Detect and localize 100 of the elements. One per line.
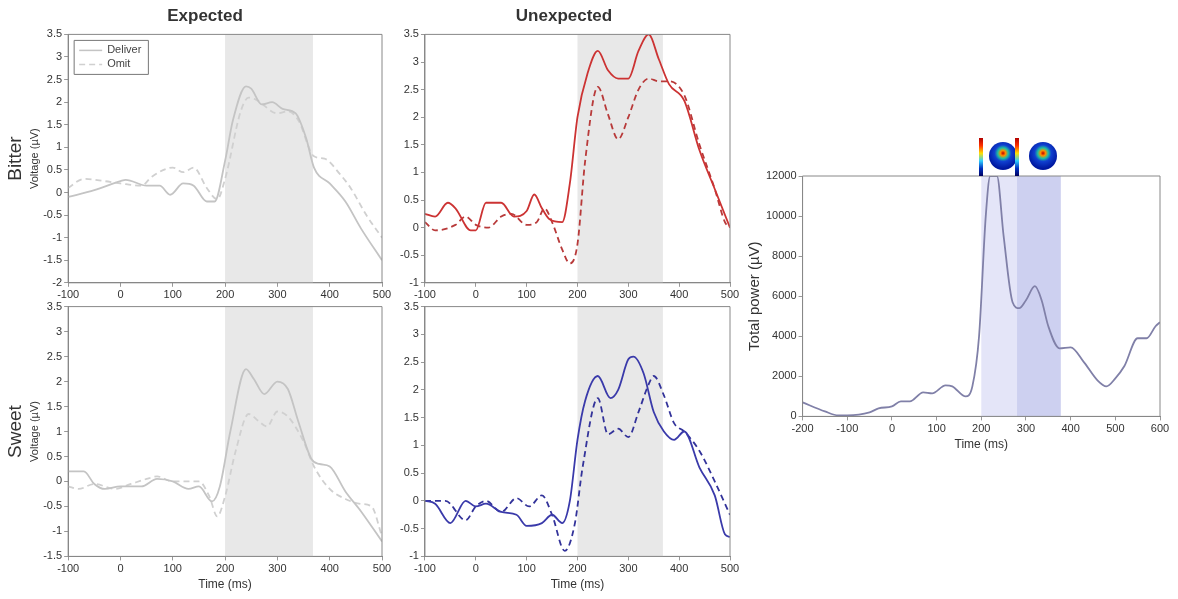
y-tick-label: 2.5	[403, 82, 419, 95]
y-tick-label: 1.5	[403, 137, 419, 150]
y-tick-label: 2.5	[46, 72, 63, 85]
x-tick-label: 100	[517, 562, 536, 575]
line-series	[68, 368, 382, 543]
y-tick-label: 3.5	[46, 299, 63, 312]
y-tick-label: 1	[56, 424, 63, 437]
x-tick-label: -100	[57, 288, 80, 301]
line-series	[424, 355, 730, 538]
y-axis-title: Voltage (µV)	[27, 128, 40, 189]
text: Sweet	[4, 404, 26, 458]
y-tick-label: -1.5	[43, 253, 63, 266]
y-tick-label: 1.5	[403, 410, 419, 423]
x-tick-label: 100	[163, 288, 182, 301]
y-tick-label: 2	[56, 374, 63, 387]
x-tick-label: 500	[372, 562, 392, 575]
y-tick-label: 1	[56, 140, 63, 153]
y-tick-label: 12000	[765, 169, 797, 182]
x-tick-label: -100	[836, 422, 859, 435]
y-tick-label: 0	[412, 493, 419, 506]
x-tick-label: 200	[568, 562, 587, 575]
x-tick-label: 200	[568, 288, 587, 301]
y-tick-label: 0	[56, 474, 63, 487]
y-tick-label: 2	[412, 110, 419, 123]
x-tick-label: 400	[320, 288, 339, 301]
x-tick-label: 0	[117, 288, 124, 301]
x-tick-label: 400	[320, 562, 339, 575]
line-series	[68, 85, 382, 262]
y-tick-label: 3.5	[46, 27, 63, 40]
chart-title: Expected	[167, 5, 243, 25]
y-tick-label: -1	[52, 524, 63, 537]
y-tick-label: 3	[56, 324, 63, 337]
x-tick-label: -200	[791, 422, 814, 435]
x-tick-label: 0	[472, 562, 479, 575]
y-tick-label: 3.5	[403, 27, 419, 40]
line-series	[802, 176, 1160, 417]
x-tick-label: 500	[1106, 422, 1125, 435]
y-tick-label: -1	[409, 549, 419, 562]
x-tick-label: 300	[619, 288, 638, 301]
x-axis-title: Time (ms)	[198, 577, 252, 592]
x-tick-label: 400	[669, 288, 689, 301]
x-tick-label: 300	[268, 288, 287, 301]
x-tick-label: 200	[215, 288, 235, 301]
x-tick-label: -100	[413, 562, 436, 575]
y-tick-label: 2	[412, 382, 419, 395]
y-tick-label: -1.5	[43, 549, 63, 562]
y-axis-title: Total power (µV)	[745, 241, 763, 351]
x-tick-label: 100	[927, 422, 946, 435]
y-tick-label: 4000	[772, 329, 797, 342]
y-tick-label: -0.5	[399, 521, 419, 534]
x-tick-label: 300	[619, 562, 638, 575]
y-tick-label: -0.5	[43, 208, 63, 221]
y-tick-label: -2	[52, 275, 63, 288]
y-tick-label: 0	[412, 220, 419, 233]
y-tick-label: 2	[56, 95, 63, 108]
x-tick-label: 200	[972, 422, 991, 435]
y-tick-label: 3	[412, 55, 419, 68]
x-tick-label: 500	[720, 562, 740, 575]
x-tick-label: -100	[413, 288, 436, 301]
legend-label: Deliver	[107, 43, 142, 56]
y-tick-label: 0.5	[46, 162, 63, 175]
y-tick-label: 0.5	[403, 193, 419, 206]
chart-title: Unexpected	[515, 5, 613, 25]
y-tick-label: 2.5	[46, 349, 63, 362]
y-tick-label: -1	[409, 275, 419, 288]
y-tick-label: 3.5	[403, 299, 419, 312]
y-tick-label: 1	[412, 165, 419, 178]
y-tick-label: 3	[412, 327, 419, 340]
x-axis-title: Time (ms)	[954, 437, 1009, 452]
y-tick-label: 1.5	[46, 117, 63, 130]
y-tick-label: -0.5	[43, 499, 63, 512]
y-tick-label: -0.5	[399, 248, 419, 261]
legend-label: Omit	[107, 57, 131, 70]
y-tick-label: 0.5	[46, 449, 63, 462]
y-tick-label: 2.5	[403, 355, 419, 368]
text: Bitter	[4, 135, 26, 181]
y-tick-label: 0	[790, 409, 797, 422]
x-tick-label: 0	[117, 562, 124, 575]
x-tick-label: 0	[888, 422, 895, 435]
y-tick-label: 6000	[772, 289, 797, 302]
y-tick-label: 2000	[772, 369, 797, 382]
y-tick-label: 0	[56, 185, 63, 198]
x-tick-label: 500	[720, 288, 740, 301]
y-tick-label: 1	[412, 438, 419, 451]
y-tick-label: 0.5	[403, 466, 419, 479]
x-tick-label: 400	[1061, 422, 1080, 435]
line-series	[424, 77, 730, 265]
x-tick-label: 400	[669, 562, 689, 575]
line-series	[424, 34, 730, 232]
x-axis-title: Time (ms)	[550, 577, 605, 592]
y-axis-title: Voltage (µV)	[27, 401, 40, 462]
y-tick-label: 1.5	[46, 399, 63, 412]
y-tick-label: 10000	[765, 209, 797, 222]
x-tick-label: 300	[1016, 422, 1036, 435]
y-tick-label: 8000	[772, 249, 797, 262]
x-tick-label: 500	[372, 288, 392, 301]
x-tick-label: 100	[163, 562, 182, 575]
x-tick-label: 100	[517, 288, 536, 301]
x-tick-label: 300	[268, 562, 287, 575]
x-tick-label: 600	[1150, 422, 1170, 435]
